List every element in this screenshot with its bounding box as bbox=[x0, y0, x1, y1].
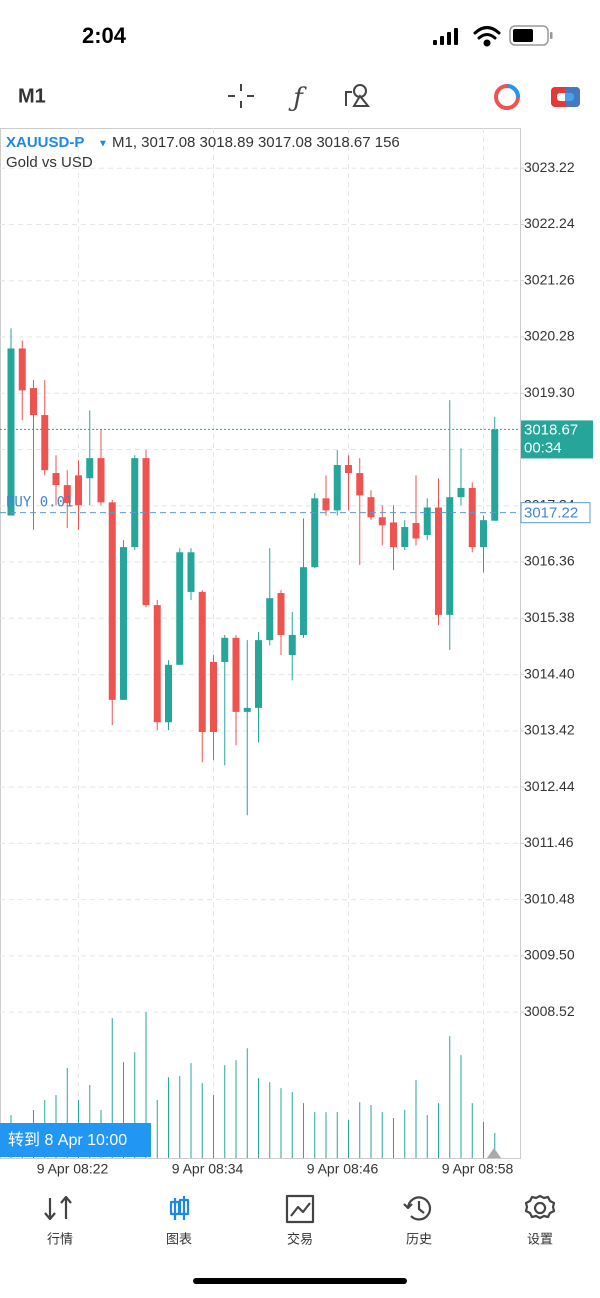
goto-label[interactable]: 转到 8 Apr 10:00 bbox=[8, 1131, 127, 1149]
timeframe[interactable]: M1 bbox=[18, 85, 46, 107]
current-price-label: 3018.67 bbox=[524, 421, 578, 438]
candle-body bbox=[198, 591, 206, 732]
objects-button[interactable] bbox=[345, 84, 371, 107]
y-tick-label: 3021.26 bbox=[524, 271, 575, 287]
candle-body bbox=[277, 593, 285, 635]
candle-body bbox=[97, 458, 105, 503]
candle-body bbox=[210, 661, 217, 732]
home-indicator bbox=[193, 1278, 407, 1284]
x-tick-label: 9 Apr 08:34 bbox=[172, 1161, 244, 1177]
y-tick-label: 3023.22 bbox=[524, 159, 575, 175]
candle-body bbox=[142, 458, 150, 606]
candle-body bbox=[108, 502, 116, 700]
y-tick-label: 3014.40 bbox=[524, 665, 575, 681]
candle-body bbox=[266, 598, 274, 641]
candle-body bbox=[30, 388, 37, 416]
y-tick-label: 3010.48 bbox=[524, 890, 575, 906]
crosshair-button[interactable] bbox=[228, 84, 254, 108]
ohlc-info: M1, 3017.08 3018.89 3017.08 3018.67 156 bbox=[112, 134, 400, 151]
scroll-marker bbox=[487, 1148, 501, 1158]
tab-icon[interactable] bbox=[403, 1196, 432, 1221]
candle-body bbox=[52, 473, 60, 486]
tab-icon[interactable] bbox=[169, 1196, 190, 1220]
tab-icon[interactable] bbox=[285, 1194, 315, 1224]
candle-body bbox=[300, 567, 307, 635]
countdown: 00:34 bbox=[524, 439, 562, 456]
candle-body bbox=[153, 605, 161, 723]
current-price-box bbox=[521, 420, 593, 459]
x-tick-label: 9 Apr 08:58 bbox=[442, 1161, 514, 1177]
tab-label[interactable]: 图表 bbox=[166, 1231, 192, 1246]
candle-body bbox=[423, 507, 431, 536]
symbol-description: Gold vs USD bbox=[6, 154, 93, 171]
candle-body bbox=[468, 487, 476, 548]
tab-label[interactable]: 历史 bbox=[406, 1231, 432, 1246]
candle-body bbox=[232, 637, 240, 712]
y-tick-label: 3009.50 bbox=[524, 947, 575, 963]
candle-body bbox=[311, 498, 319, 568]
candle-body bbox=[446, 497, 454, 615]
chart-frame bbox=[0, 128, 521, 1159]
symbol-dropdown[interactable]: ▼ bbox=[98, 139, 108, 150]
x-tick-label: 9 Apr 08:22 bbox=[37, 1161, 109, 1177]
wifi-icon bbox=[473, 26, 501, 47]
candle-body bbox=[63, 485, 71, 503]
goto-button[interactable] bbox=[0, 1123, 151, 1157]
battery-icon bbox=[509, 25, 553, 46]
trade-button[interactable] bbox=[551, 87, 580, 107]
candle-body bbox=[288, 634, 296, 656]
candle-body bbox=[322, 498, 330, 511]
status-time: 2:04 bbox=[82, 23, 127, 48]
candle-body bbox=[491, 429, 499, 521]
candle-body bbox=[480, 520, 487, 548]
candle-body bbox=[86, 458, 94, 479]
y-tick-label: 3020.28 bbox=[524, 328, 575, 344]
tab-icon[interactable] bbox=[524, 1194, 556, 1220]
y-tick-label: 3015.38 bbox=[524, 609, 575, 625]
candle-body bbox=[435, 507, 442, 615]
candle-body bbox=[120, 547, 127, 700]
candle-body bbox=[7, 348, 15, 516]
candle-body bbox=[356, 473, 364, 496]
order-price-label: 3017.22 bbox=[524, 505, 578, 522]
candle-body bbox=[457, 487, 465, 498]
candle-body bbox=[333, 465, 341, 511]
y-tick-label: 3012.44 bbox=[524, 778, 575, 794]
candle-body bbox=[390, 522, 397, 548]
candle-body bbox=[401, 527, 409, 548]
x-tick-label: 9 Apr 08:46 bbox=[307, 1161, 379, 1177]
indicators-button[interactable]: ƒ bbox=[288, 83, 307, 113]
candle-body bbox=[41, 415, 49, 471]
candle-body bbox=[221, 637, 229, 662]
y-tick-label: 3022.24 bbox=[524, 215, 575, 231]
y-tick-label: 3011.46 bbox=[524, 834, 574, 850]
candle-body bbox=[255, 640, 262, 708]
candle-body bbox=[243, 707, 251, 712]
candle-body bbox=[367, 497, 375, 518]
signal-icon bbox=[433, 28, 458, 45]
y-tick-label: 3008.52 bbox=[524, 1003, 575, 1019]
candle-body bbox=[75, 475, 82, 506]
candle-body bbox=[18, 348, 26, 391]
tab-label[interactable]: 交易 bbox=[287, 1231, 313, 1246]
candle-body bbox=[345, 465, 352, 474]
tab-label[interactable]: 行情 bbox=[47, 1231, 73, 1246]
tab-icon[interactable] bbox=[44, 1195, 72, 1221]
candle-body bbox=[187, 552, 195, 592]
y-tick-label: 3019.30 bbox=[524, 384, 575, 400]
candle-body bbox=[412, 523, 420, 539]
tab-label[interactable]: 设置 bbox=[527, 1231, 553, 1246]
candle-body bbox=[378, 517, 386, 526]
candle-body bbox=[131, 458, 139, 548]
y-tick-label: 3016.36 bbox=[524, 553, 575, 569]
candle-body bbox=[165, 664, 172, 723]
y-tick-label: 3013.42 bbox=[524, 722, 575, 738]
account-button[interactable] bbox=[494, 84, 520, 110]
order-label[interactable]: BUY 0.01 bbox=[6, 495, 73, 511]
symbol[interactable]: XAUUSD-P bbox=[6, 134, 84, 151]
candle-body bbox=[176, 552, 184, 665]
order-price-box bbox=[520, 502, 591, 524]
